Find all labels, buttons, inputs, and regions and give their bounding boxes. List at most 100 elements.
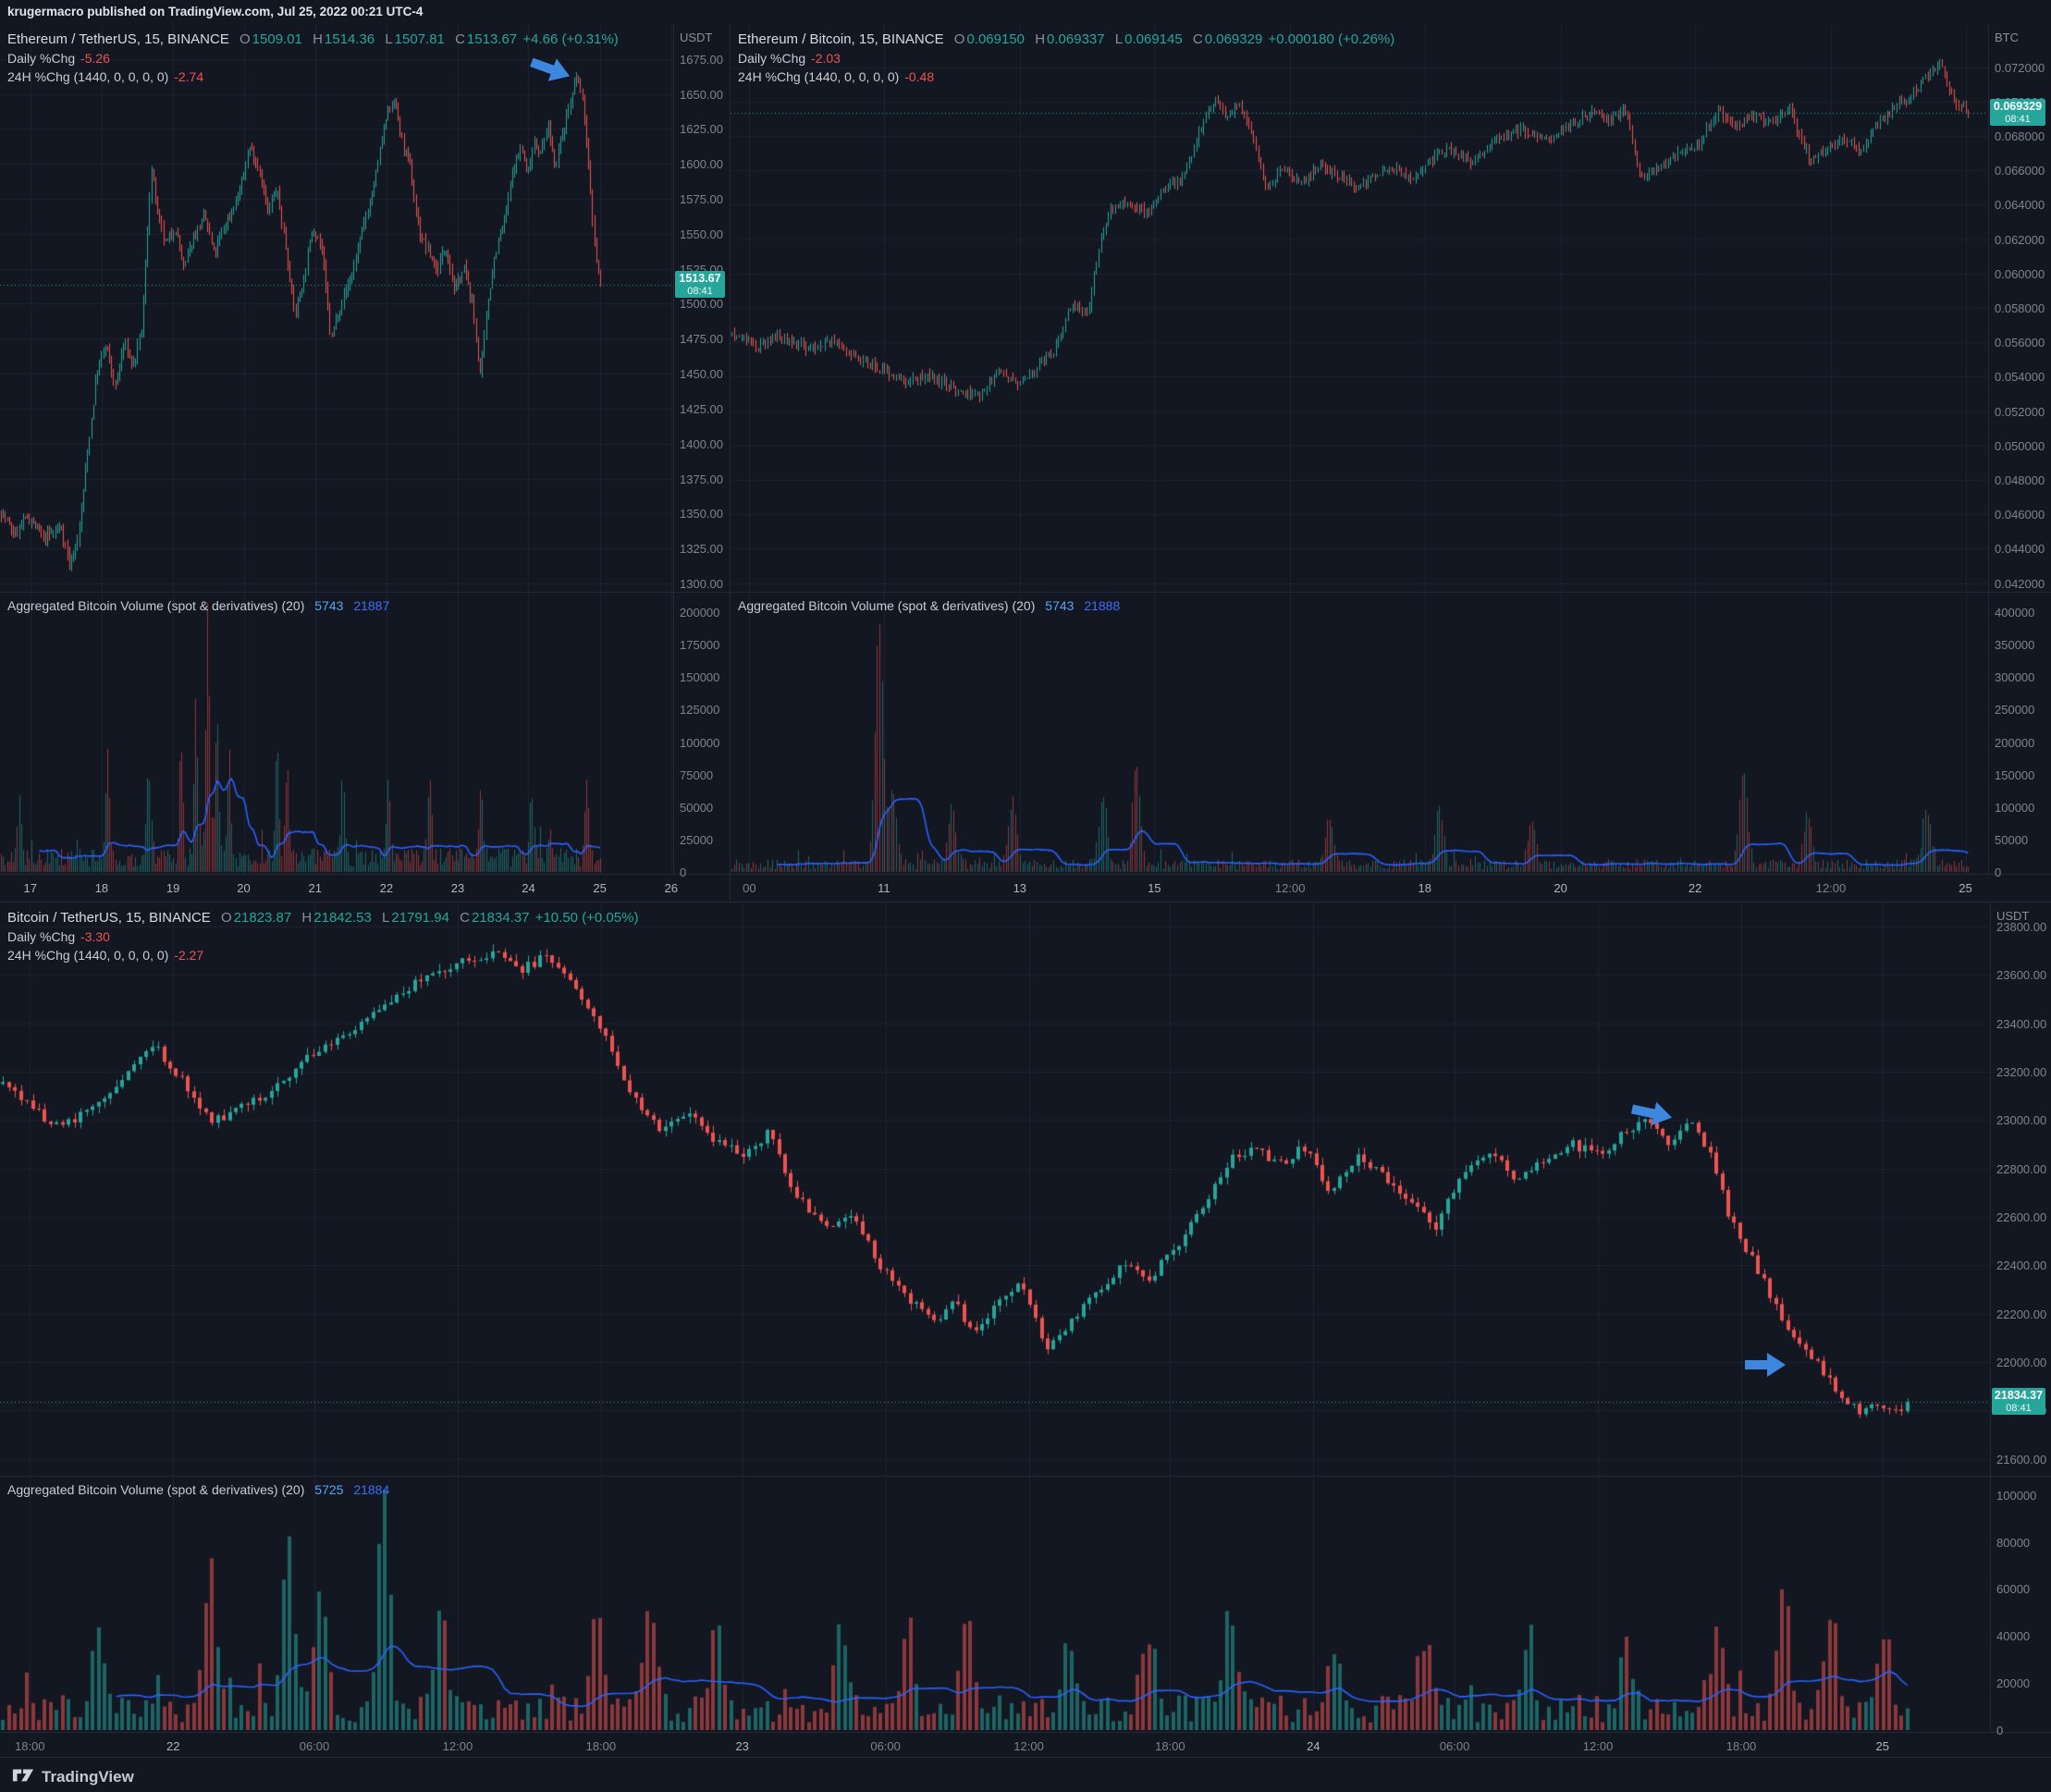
last-price-value: 0.069329 [1993, 100, 2043, 114]
tradingview-brand[interactable]: TradingView [11, 1763, 134, 1790]
volume-tick-label: 25000 [680, 832, 714, 847]
price-tick-label: 0.048000 [1995, 473, 2045, 488]
time-tick-label: 18 [1418, 881, 1431, 895]
axis-currency-label: BTC [1995, 31, 2019, 44]
snapshot-header: krugermacro published on TradingView.com… [0, 0, 2051, 24]
time-tick-label: 18:00 [1155, 1739, 1185, 1753]
price-tick-label: 0.042000 [1995, 576, 2045, 591]
last-price-badge: 0.069329 08:41 [1990, 99, 2045, 127]
volume-chart-canvas[interactable] [0, 592, 673, 874]
ohlc-low-value: 0.069145 [1124, 31, 1183, 47]
ohlc-high-label: H [313, 31, 323, 47]
volume-tick-label: 0 [680, 865, 687, 879]
price-tick-label: 0.058000 [1995, 301, 2045, 315]
volume-indicator-legend[interactable]: Aggregated Bitcoin Volume (spot & deriva… [738, 598, 1120, 613]
price-tick-label: 1600.00 [680, 157, 723, 172]
annotation-arrow[interactable] [527, 49, 577, 92]
volume-chart-canvas[interactable] [0, 1476, 1990, 1732]
price-chart-canvas[interactable] [0, 24, 673, 592]
price-tick-label: 1550.00 [680, 227, 723, 241]
volume-tick-label: 200000 [1995, 735, 2035, 750]
time-tick-label: 24 [522, 881, 535, 895]
time-tick-label: 20 [1554, 881, 1567, 895]
price-tick-label: 23000.00 [1996, 1113, 2047, 1128]
volume-tick-label: 125000 [680, 703, 720, 718]
chg-24h-value: -2.74 [174, 69, 204, 84]
time-tick-label: 26 [664, 881, 679, 895]
ohlc-high-value: 1514.36 [324, 31, 375, 47]
axis-currency-label: USDT [680, 31, 713, 44]
time-tick-label: 25 [593, 881, 607, 895]
time-tick-label: 00 [743, 881, 756, 895]
volume-tick-label: 60000 [1996, 1582, 2031, 1597]
price-tick-label: 0.060000 [1995, 266, 2045, 281]
daily-chg-label[interactable]: Daily %Chg [738, 51, 806, 66]
price-tick-label: 1575.00 [680, 192, 723, 207]
ohlc-high-label: H [301, 910, 313, 926]
price-tick-label: 0.054000 [1995, 370, 2045, 385]
bar-countdown: 08:41 [2005, 114, 2031, 126]
volume-indicator-label: Aggregated Bitcoin Volume (spot & deriva… [7, 1482, 305, 1497]
time-tick-label: 06:00 [1439, 1739, 1470, 1753]
time-tick-label: 06:00 [870, 1739, 901, 1753]
ohlc-close-value: 0.069329 [1204, 31, 1263, 47]
published-by-text: krugermacro published on TradingView.com… [7, 5, 424, 18]
symbol-title[interactable]: Bitcoin / TetherUS, 15, BINANCE [7, 910, 211, 926]
ohlc-open-value: 21823.87 [233, 910, 292, 926]
price-tick-label: 0.068000 [1995, 129, 2045, 143]
price-chart-canvas[interactable] [731, 24, 1988, 592]
pane-separator [0, 592, 730, 593]
symbol-title[interactable]: Ethereum / Bitcoin, 15, BINANCE [738, 31, 944, 47]
axis-separator [1990, 902, 1991, 1732]
volume-tick-label: 50000 [680, 800, 714, 815]
price-chart-canvas[interactable] [0, 902, 1990, 1476]
annotation-arrow[interactable] [1629, 1095, 1677, 1133]
time-tick-label: 12:00 [1815, 881, 1847, 895]
volume-indicator-label: Aggregated Bitcoin Volume (spot & deriva… [7, 598, 305, 613]
price-tick-label: 22600.00 [1996, 1210, 2047, 1225]
tradingview-logo-icon [11, 1763, 35, 1790]
price-tick-label: 0.050000 [1995, 438, 2045, 453]
price-tick-label: 0.072000 [1995, 60, 2045, 75]
ohlc-close-label: C [1192, 31, 1203, 47]
daily-chg-label[interactable]: Daily %Chg [7, 51, 76, 66]
chg-24h-label[interactable]: 24H %Chg (1440, 0, 0, 0, 0) [7, 69, 169, 84]
time-tick-label: 21 [308, 881, 322, 895]
chart-legend: Ethereum / Bitcoin, 15, BINANCE O 0.06915… [738, 30, 1394, 86]
chg-24h-value: -0.48 [904, 69, 935, 84]
time-tick-label: 12:00 [442, 1739, 473, 1753]
price-tick-label: 0.044000 [1995, 542, 2045, 557]
ohlc-low-value: 1507.81 [394, 31, 445, 47]
volume-value-2: 21887 [353, 598, 390, 613]
time-tick-label: 12:00 [1274, 881, 1306, 895]
chart-legend: Ethereum / TetherUS, 15, BINANCE O 1509.0… [7, 30, 619, 86]
time-tick-label: 22 [379, 881, 394, 895]
volume-chart-canvas[interactable] [731, 592, 1988, 874]
ohlc-open-label: O [953, 31, 965, 47]
ohlc-low-label: L [1114, 31, 1124, 47]
price-tick-label: 1500.00 [680, 297, 723, 312]
time-tick-label: 11 [878, 881, 890, 895]
annotation-arrow[interactable] [1744, 1350, 1787, 1380]
chg-24h-label[interactable]: 24H %Chg (1440, 0, 0, 0, 0) [738, 69, 900, 84]
volume-indicator-legend[interactable]: Aggregated Bitcoin Volume (spot & deriva… [7, 598, 389, 613]
axis-separator [673, 24, 674, 874]
time-tick-label: 24 [1307, 1739, 1320, 1753]
volume-tick-label: 150000 [680, 670, 720, 685]
volume-tick-label: 40000 [1996, 1629, 2031, 1644]
symbol-title[interactable]: Ethereum / TetherUS, 15, BINANCE [7, 31, 229, 47]
volume-tick-label: 100000 [1995, 800, 2035, 815]
volume-indicator-legend[interactable]: Aggregated Bitcoin Volume (spot & deriva… [7, 1482, 389, 1497]
ohlc-close-label: C [460, 910, 470, 926]
snapshot-footer: TradingView [0, 1757, 2051, 1792]
time-tick-label: 25 [1875, 1739, 1890, 1753]
daily-chg-label[interactable]: Daily %Chg [7, 929, 76, 944]
price-tick-label: 22400.00 [1996, 1258, 2047, 1273]
price-tick-label: 1475.00 [680, 332, 723, 347]
chg-24h-label[interactable]: 24H %Chg (1440, 0, 0, 0, 0) [7, 948, 169, 963]
ohlc-low-value: 21791.94 [391, 910, 449, 926]
price-tick-label: 22800.00 [1996, 1161, 2047, 1176]
volume-tick-label: 175000 [680, 638, 720, 653]
volume-tick-label: 350000 [1995, 638, 2035, 653]
pane-separator [0, 1476, 2051, 1477]
